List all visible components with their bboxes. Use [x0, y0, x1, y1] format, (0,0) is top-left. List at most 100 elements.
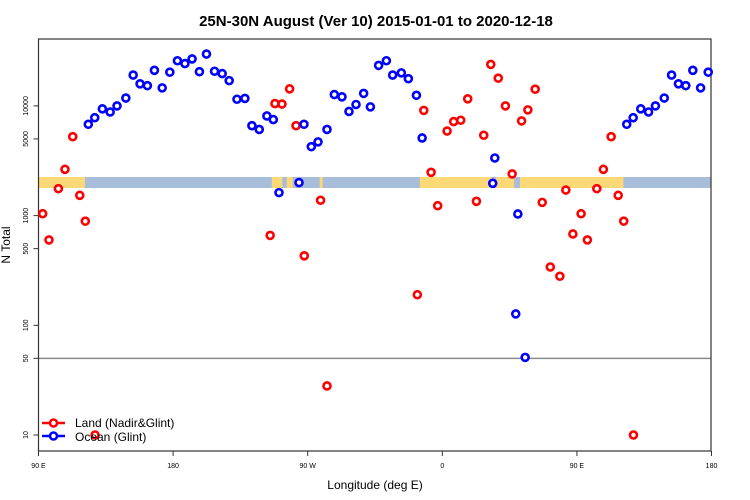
land-point [455, 115, 466, 126]
ocean-point [157, 83, 167, 93]
y-tick-label: 50 [23, 354, 30, 362]
land-point [516, 116, 527, 126]
ocean-point [635, 104, 646, 114]
ocean-point [673, 79, 684, 89]
land-point [291, 120, 301, 131]
ocean-point [510, 309, 521, 319]
land-point [471, 196, 482, 207]
ocean-point [659, 93, 670, 103]
y-axis: 10 50 100 500 1000 5000 10000 [23, 96, 39, 439]
land-point [315, 195, 326, 206]
land-point [67, 131, 78, 142]
ocean-point [299, 119, 309, 130]
ocean-point [97, 104, 108, 114]
series-land [37, 59, 639, 440]
ocean-point [165, 67, 175, 77]
ocean-point [240, 93, 250, 104]
y-tick-label: 5000 [23, 131, 30, 147]
land-point [299, 251, 310, 261]
land-segment [286, 177, 293, 188]
ocean-point [643, 107, 654, 117]
land-point [322, 381, 332, 391]
ocean-point [232, 94, 242, 105]
ocean-point [417, 133, 427, 143]
ocean-point [650, 101, 661, 111]
y-tick-label: 1000 [23, 208, 30, 224]
y-tick-label: 500 [23, 243, 30, 255]
ocean-point [403, 73, 414, 84]
land-point [576, 208, 586, 219]
ocean-point [695, 83, 706, 93]
land-point [618, 216, 629, 226]
ocean-point [487, 178, 498, 189]
land-point [277, 99, 287, 109]
plot-frame [37, 38, 712, 452]
ocean-point [128, 70, 138, 80]
land-ocean-band [38, 177, 711, 188]
land-point [582, 235, 593, 245]
land-point [530, 84, 540, 94]
ocean-point [121, 93, 131, 103]
land-segment [319, 177, 323, 188]
ocean-point [703, 67, 714, 77]
ocean-point [268, 114, 279, 125]
ocean-point [149, 65, 160, 76]
x-axis-label: Longitude (deg E) [327, 478, 422, 492]
ocean-point [180, 58, 190, 69]
x-tick-label: 90 W [300, 463, 317, 470]
ocean-point [621, 119, 632, 130]
land-segment [38, 177, 85, 188]
land-point [442, 126, 452, 136]
ocean-point [254, 124, 265, 135]
land-point [418, 105, 429, 116]
x-tick-label: 180 [706, 463, 718, 470]
ocean-point [105, 107, 115, 117]
x-axis: 90 E 180 90 W 0 90 E 180 [31, 451, 717, 470]
ocean-point [344, 106, 354, 117]
ocean-point [247, 120, 257, 131]
ocean-point [194, 66, 205, 77]
ocean-point [112, 101, 122, 111]
land-point [537, 197, 548, 208]
ocean-point [387, 70, 398, 80]
ocean-point [490, 153, 500, 163]
land-point [628, 430, 639, 440]
land-point [90, 430, 100, 440]
ocean-point [89, 112, 100, 123]
ocean-point [274, 187, 284, 198]
land-point [60, 164, 70, 175]
y-tick-label: 100 [23, 319, 30, 331]
x-tick-label: 90 E [31, 463, 46, 470]
ocean-point [666, 70, 677, 80]
land-point [523, 105, 533, 115]
legend-item-land: Land (Nadir&Glint) [42, 416, 174, 430]
y-tick-label: 10 [23, 431, 30, 439]
y-tick-label: 10000 [23, 96, 30, 116]
ocean-point [351, 99, 361, 110]
land-point [412, 289, 423, 300]
ocean-point [322, 124, 332, 135]
x-tick-label: 0 [440, 463, 444, 470]
land-point [598, 164, 609, 175]
land-segment [419, 177, 492, 188]
land-point [485, 59, 496, 70]
ocean-point [411, 90, 422, 101]
land-point [265, 230, 275, 241]
chart-title: 25N-30N August (Ver 10) 2015-01-01 to 20… [199, 13, 553, 30]
land-segment [496, 177, 515, 188]
ocean-point [201, 49, 212, 59]
land-point [53, 183, 64, 194]
ocean-point [520, 352, 530, 363]
ocean-point [135, 79, 145, 89]
ocean-point [381, 55, 392, 66]
ocean-point [172, 55, 183, 66]
land-point [478, 130, 489, 141]
land-point [37, 208, 48, 219]
ocean-point [396, 68, 407, 78]
land-point [561, 185, 571, 195]
ocean-point [142, 80, 153, 91]
land-point [507, 169, 517, 179]
ocean-point [329, 89, 340, 100]
ocean-point [187, 54, 197, 64]
